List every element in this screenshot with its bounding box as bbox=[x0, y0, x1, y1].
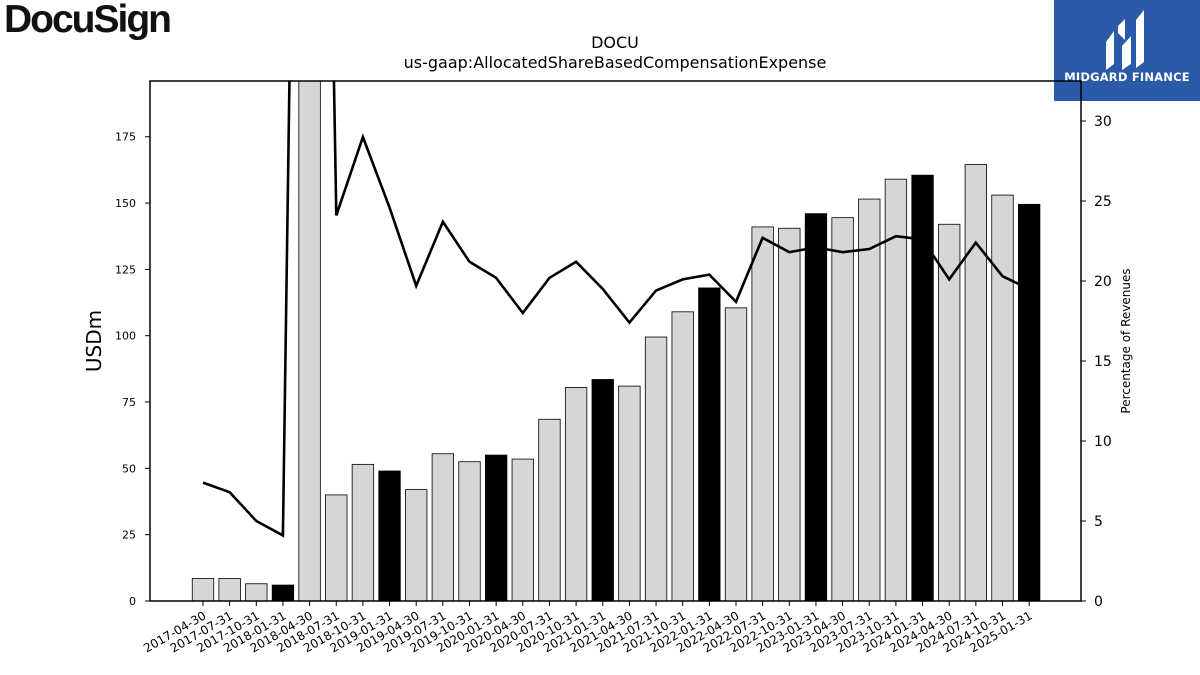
bar-2024-10-31 bbox=[991, 194, 1014, 601]
y-tick-label: 100 bbox=[115, 330, 136, 343]
bar-2024-07-31 bbox=[964, 164, 987, 601]
y-tick-label: 50 bbox=[122, 462, 136, 475]
y2-tick-label: 20 bbox=[1094, 274, 1112, 290]
bar-2019-07-31 bbox=[431, 453, 455, 601]
bar-2019-01-31 bbox=[378, 470, 401, 601]
y2-axis-label: Percentage of Revenues bbox=[1119, 268, 1133, 413]
y2-tick-label: 10 bbox=[1094, 434, 1112, 450]
bar-2020-04-30 bbox=[511, 458, 534, 601]
bar-2021-10-31 bbox=[671, 311, 694, 601]
bar-2021-01-31 bbox=[591, 379, 614, 601]
y2-tick-label: 25 bbox=[1094, 194, 1112, 210]
bar-2020-07-31 bbox=[538, 418, 561, 601]
y-tick-label: 75 bbox=[122, 396, 136, 409]
bar-2021-07-31 bbox=[644, 336, 668, 601]
docusign-logo: DocuSign bbox=[4, 0, 172, 41]
bar-2018-07-31 bbox=[325, 494, 348, 601]
y-axis-label: USDm bbox=[82, 310, 106, 372]
midgard-finance-badge: MIDGARD FINANCE bbox=[1054, 0, 1200, 101]
bar-2019-04-30 bbox=[405, 489, 428, 601]
y-tick-label: 125 bbox=[115, 263, 136, 276]
bar-2023-04-30 bbox=[831, 217, 854, 601]
percentage-line bbox=[202, 81, 1030, 538]
y2-tick-label: 30 bbox=[1094, 114, 1112, 130]
badge-label: MIDGARD FINANCE bbox=[1064, 70, 1190, 84]
chart-subtitle: us-gaap:AllocatedShareBasedCompensationE… bbox=[404, 53, 827, 72]
bar-2025-01-31 bbox=[1018, 203, 1041, 601]
y2-tick-label: 0 bbox=[1094, 594, 1103, 610]
bar-2017-04-30 bbox=[191, 578, 215, 601]
bar-2022-10-31 bbox=[778, 227, 801, 601]
bar-2022-07-31 bbox=[751, 226, 774, 601]
bar-2018-04-30 bbox=[298, 81, 321, 601]
y-tick-label: 150 bbox=[115, 197, 136, 210]
y2-tick-label: 15 bbox=[1094, 354, 1112, 370]
bar-2023-10-31 bbox=[884, 178, 908, 601]
bar-2022-01-31 bbox=[698, 287, 721, 601]
bar-2018-01-31 bbox=[271, 584, 295, 601]
line-series bbox=[202, 81, 1030, 538]
bar-2020-01-31 bbox=[484, 454, 508, 601]
bar-2018-10-31 bbox=[351, 463, 375, 601]
y-tick-label: 175 bbox=[115, 131, 136, 144]
y-tick-label: 0 bbox=[129, 595, 136, 608]
chart-title: DOCU bbox=[591, 33, 639, 52]
bar-series bbox=[191, 81, 1041, 601]
y2-tick-label: 5 bbox=[1094, 514, 1103, 530]
bar-2023-01-31 bbox=[804, 213, 828, 601]
bar-2017-07-31 bbox=[218, 578, 241, 601]
bar-2022-04-30 bbox=[724, 307, 748, 601]
y-tick-label: 25 bbox=[122, 529, 136, 542]
plot-frame bbox=[149, 80, 1082, 602]
bar-2023-07-31 bbox=[858, 198, 881, 601]
bar-2019-10-31 bbox=[458, 461, 481, 601]
bar-2021-04-30 bbox=[618, 385, 641, 601]
midgard-logo-icon bbox=[1106, 10, 1144, 70]
bar-2017-10-31 bbox=[245, 583, 268, 601]
bar-2020-10-31 bbox=[564, 387, 588, 601]
